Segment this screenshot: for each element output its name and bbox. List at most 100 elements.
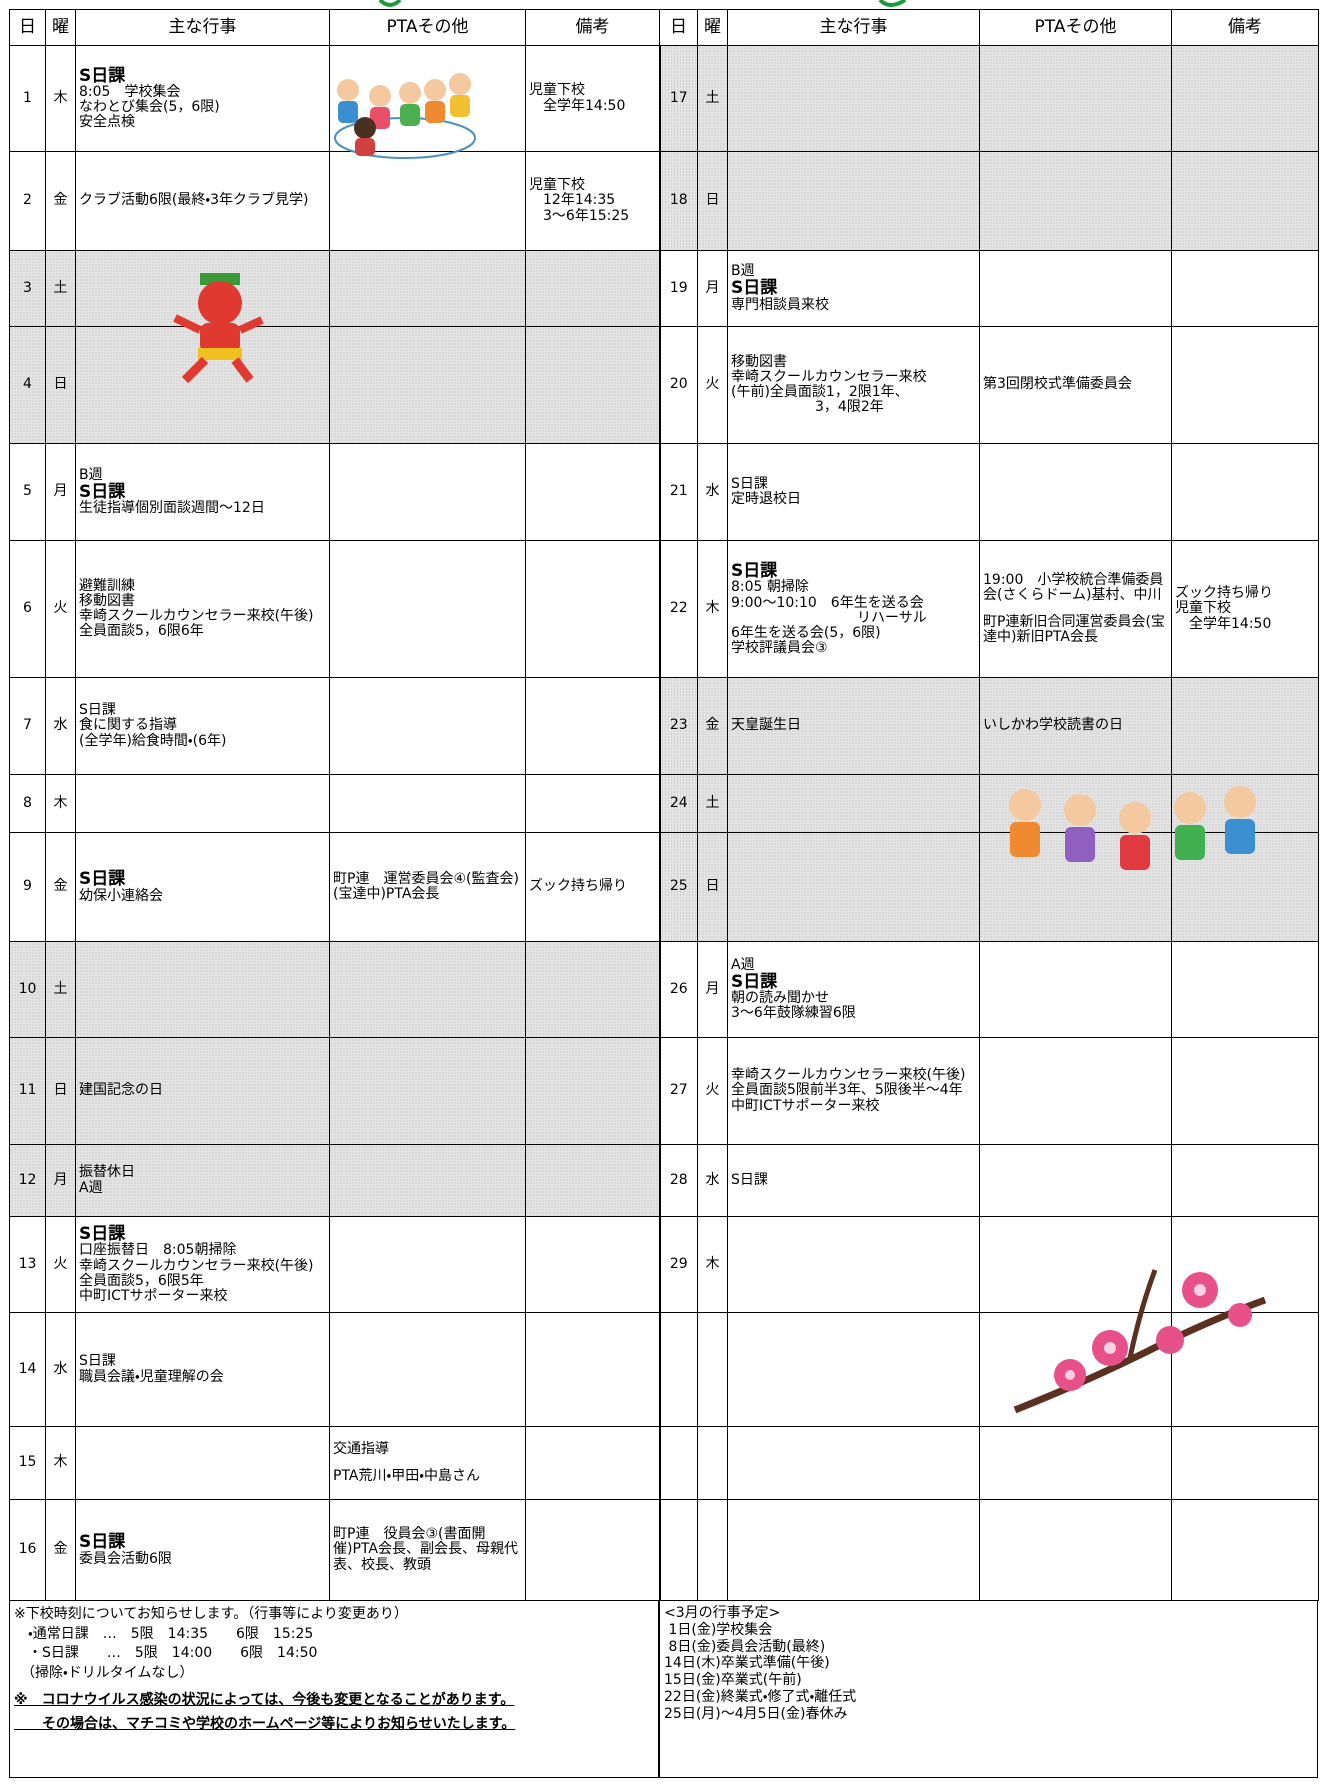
note-cell: 児童下校 全学年14:50 [525, 45, 660, 152]
schedule-line: 25日(月)～4月5日(金)春休み [664, 1705, 848, 1722]
weekday-cell: 月 [697, 250, 728, 327]
day-cell: 10 [9, 941, 46, 1038]
weekday-cell: 日 [45, 326, 76, 444]
pta-cell [329, 250, 526, 327]
note-cell [525, 1312, 660, 1427]
note-cell [525, 1216, 660, 1313]
schedule-line: 22日(金)終業式・修了式・離任式 [664, 1688, 857, 1705]
event-cell: 移動図書 幸崎スクールカウンセラー来校 (午前)全員面談1，2限1年、 3，4限2年 [727, 326, 980, 444]
notice-line: その場合は、マチコミや学校のホームページ等によりお知らせいたします。 [14, 1715, 516, 1732]
text-line: 町P連 役員会③(書面開催)PTA会長、副会長、母親代表、校長、教頭 [333, 1526, 518, 1573]
note-cell [1171, 1144, 1319, 1217]
weekday-cell: 土 [45, 941, 76, 1038]
event-cell: S日課 8:05 学校集会 なわとび集会(5，6限) 安全点検 [75, 45, 330, 152]
calendar-row: 10 土 26 月 A週 S日課 朝の読み聞かせ 3～6年鼓隊練習6限 [9, 941, 1319, 1038]
text-line: 食に関する指導 [79, 717, 177, 734]
column-header: 曜 [45, 9, 76, 46]
text-line: いしかわ学校読書の日 [983, 717, 1123, 734]
calendar-row: 15 木 交通指導 PTA荒川・甲田・中島さん [9, 1426, 1319, 1500]
weekday-cell: 水 [45, 1312, 76, 1427]
text-line: リハーサル [731, 609, 927, 626]
weekday-cell: 火 [697, 1037, 728, 1145]
event-cell [75, 1426, 330, 1500]
event-cell [75, 250, 330, 327]
text-line: 6年生を送る会(5，6限) [731, 624, 881, 641]
note-cell [1171, 250, 1319, 327]
calendar-row: 11 日建国記念の日 27 火幸崎スクールカウンセラー来校(午後)全員面談5限前半3年… [9, 1037, 1319, 1145]
bold-line: S日課 [79, 481, 126, 502]
footer-title: <3月の行事予定> [664, 1605, 781, 1621]
note-cell [525, 1037, 660, 1145]
calendar-table: 日曜主な行事 PTAその他 備考日曜主な行事 PTAその他 備考 1 木 S日課 8:05 学… [9, 9, 1319, 1601]
text-line: 生徒指導個別面談週間～12日 [79, 500, 265, 517]
column-header: PTAその他 [979, 9, 1172, 46]
day-cell: 2 [9, 151, 46, 251]
weekday-cell [697, 1499, 728, 1601]
day-cell: 13 [9, 1216, 46, 1313]
weekday-cell: 月 [45, 443, 76, 541]
bold-line: S日課 [79, 65, 126, 86]
text-line: ズック持ち帰り [529, 878, 627, 895]
weekday-cell: 月 [45, 1144, 76, 1217]
day-cell: 7 [9, 677, 46, 775]
pta-cell [329, 1144, 526, 1217]
day-cell: 14 [9, 1312, 46, 1427]
weekday-cell: 金 [45, 832, 76, 942]
note-cell [1171, 151, 1319, 251]
text-line: 幸崎スクールカウンセラー来校(午後)全員面談5，6限5年 [79, 1257, 314, 1289]
text-line: 全学年14:50 [1175, 615, 1272, 632]
day-cell: 28 [658, 1144, 698, 1217]
text-line: 移動図書 [79, 592, 135, 609]
bold-line: S日課 [731, 561, 778, 582]
day-cell: 4 [9, 326, 46, 444]
day-cell: 8 [9, 774, 46, 833]
note-cell [525, 250, 660, 327]
text-line: 3～6年15:25 [529, 207, 630, 224]
text-line: 職員会議・児童理解の会 [79, 1368, 224, 1385]
day-cell: 20 [658, 326, 698, 444]
text-line: クラブ活動6限(最終・3年クラブ見学) [79, 192, 309, 209]
note-cell: ズック持ち帰り [525, 832, 660, 942]
calendar-row: 9 金 S日課 幼保小連絡会 町P連 運営委員会④(監査会)(宝達中)PTA会長 ズック持… [9, 832, 1319, 942]
text-line: 19:00 小学校統合準備委員会(さくらドーム)基村、中川 [983, 571, 1164, 603]
text-line: 幸崎スクールカウンセラー来校(午後)全員面談5限前半3年、5限後半～4年 [731, 1067, 966, 1099]
pta-cell [979, 1216, 1172, 1313]
text-line: 安全点検 [79, 114, 135, 131]
text-line: 第3回閉校式準備委員会 [983, 376, 1132, 393]
event-cell: クラブ活動6限(最終・3年クラブ見学) [75, 151, 330, 251]
text-line: 専門相談員来校 [731, 296, 829, 313]
note-cell [525, 443, 660, 541]
event-cell [727, 832, 980, 942]
footer-right: <3月の行事予定> 1日(金)学校集会 8日(金)委員会活動(最終) 14日(木)… [659, 1600, 1318, 1778]
text-line: 12年14:35 [529, 192, 616, 209]
bold-line: S日課 [731, 278, 778, 299]
event-cell: S日課 8:05 朝掃除 9:00～10:10 6年生を送る会 リハーサル 6年生を送… [727, 540, 980, 678]
text-line: 定時退校日 [731, 491, 801, 507]
day-cell [658, 1426, 698, 1500]
weekday-cell: 日 [45, 1037, 76, 1145]
column-header: 主な行事 [727, 9, 980, 46]
event-cell: 避難訓練 移動図書 幸崎スクールカウンセラー来校(午後)全員面談5，6限6年 [75, 540, 330, 678]
text-line: S日課 [731, 1171, 768, 1188]
calendar-row: 3 土 19 月 B週 S日課 専門相談員来校 [9, 250, 1319, 327]
calendar-row: 14 水 S日課 職員会議・児童理解の会 [9, 1312, 1319, 1427]
text-line: 建国記念の日 [79, 1082, 163, 1099]
schedule-line: 14日(木)卒業式準備(午後) [664, 1655, 830, 1672]
calendar-row: 5 月 B週 S日課 生徒指導個別面談週間～12日 21 水 S日課 定時退校日 [9, 443, 1319, 541]
event-cell [727, 774, 980, 833]
pta-cell [979, 1426, 1172, 1500]
notice-line: ※ コロナウイルス感染の状況によっては、今後も変更となることがあります。 [14, 1692, 515, 1709]
calendar-row: 16 金 S日課 委員会活動6限 町P連 役員会③(書面開催)PTA会長、副会長、母親代… [9, 1499, 1319, 1601]
text-line: S日課 [79, 702, 116, 719]
day-cell: 23 [658, 677, 698, 775]
pta-cell [329, 1037, 526, 1145]
day-cell: 18 [658, 151, 698, 251]
text-line: 9:00～10:10 6年生を送る会 [731, 594, 924, 611]
day-cell: 25 [658, 832, 698, 942]
bold-line: S日課 [79, 869, 126, 890]
event-cell: 天皇誕生日 [727, 677, 980, 775]
event-cell [75, 774, 330, 833]
text-line: 児童下校 [529, 177, 585, 194]
day-cell: 15 [9, 1426, 46, 1500]
text-line: A週 [79, 1179, 103, 1196]
